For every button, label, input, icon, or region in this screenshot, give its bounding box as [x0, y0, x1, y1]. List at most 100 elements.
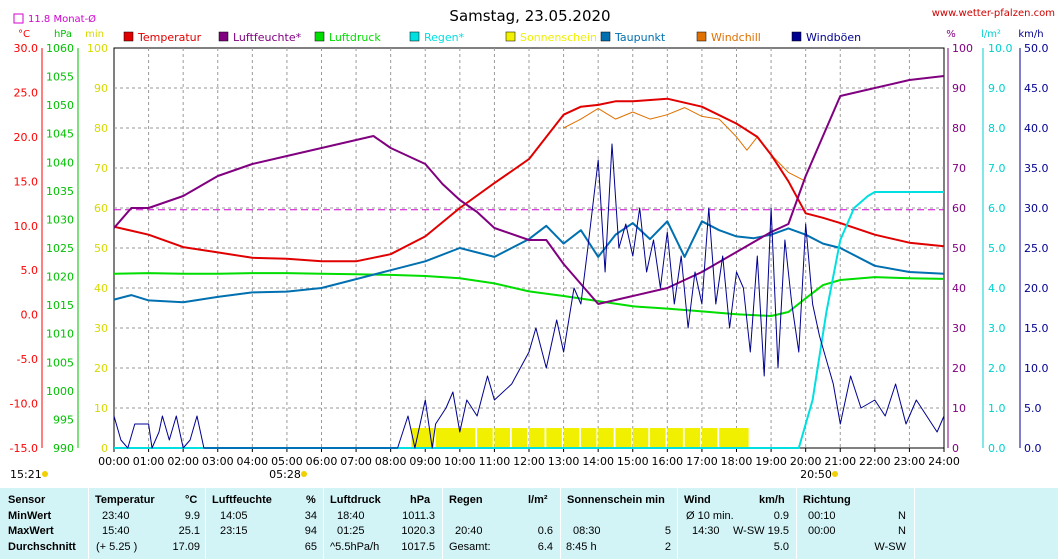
hdr-temp: Temperatur: [95, 494, 155, 506]
wind-axis-tick-label: 5.0: [1024, 402, 1042, 415]
pressure-axis-tick-label: 1005: [46, 356, 74, 369]
sunshine-bar: [477, 428, 493, 448]
row-max-hum-time: 23:15: [220, 525, 248, 537]
sunrise-label: 05:28: [269, 468, 301, 481]
row-min-dir: N: [898, 510, 906, 522]
row-max-label: MaxWert: [8, 525, 54, 537]
legend-swatch: [123, 31, 134, 42]
sunset-label: 20:50: [800, 468, 832, 481]
legend-label: Sonnenschein: [520, 31, 597, 44]
rain-axis-tick-label: 2.0: [988, 362, 1006, 375]
legend-label: Luftdruck: [329, 31, 381, 44]
row-max-temp: 25.1: [178, 525, 200, 537]
col-sep-1: [88, 486, 89, 559]
temp-axis-tick-label: -10.0: [10, 398, 38, 411]
minutes-axis-tick-label: 70: [94, 162, 108, 175]
row-min-dir-time: 00:10: [808, 510, 836, 522]
row-avg-press-trend: ^5.5hPa/h: [330, 541, 380, 553]
unit-hpa: hPa: [54, 29, 72, 40]
wind-axis-tick-label: 15.0: [1024, 322, 1049, 335]
series-luftfeuchte-line: [113, 75, 945, 305]
row-min-wind: 0.9: [773, 510, 789, 522]
temp-axis-tick-label: 25.0: [14, 86, 39, 99]
hdr-press: Luftdruck: [330, 494, 381, 506]
sunshine-bar: [719, 428, 735, 448]
row-max-press: 1020.3: [401, 525, 435, 537]
legend-label: Taupunkt: [614, 31, 666, 44]
rain-axis-tick-label: 0.0: [988, 442, 1006, 455]
hdr-sensor: Sensor: [8, 494, 46, 506]
pressure-axis-tick-label: 1010: [46, 328, 74, 341]
legend-label: Temperatur: [137, 31, 202, 44]
rain-axis-tick-label: 4.0: [988, 282, 1006, 295]
wind-axis-tick-label: 20.0: [1024, 282, 1049, 295]
legend-label: Windböen: [806, 31, 861, 44]
rain-axis-tick-label: 1.0: [988, 402, 1006, 415]
col-sep-3: [323, 486, 324, 559]
legend-swatch: [505, 31, 516, 42]
rain-axis-tick-label: 8.0: [988, 122, 1006, 135]
pressure-axis-tick-label: 1030: [46, 213, 74, 226]
humidity-axis-tick-label: 10: [952, 402, 966, 415]
row-avg-temp: 17.09: [172, 541, 200, 553]
sunshine-bar: [598, 428, 614, 448]
x-tick-label: 05:00: [271, 455, 303, 468]
temp-axis-tick-label: 0.0: [21, 309, 39, 322]
x-tick-label: 15:00: [617, 455, 649, 468]
x-tick-label: 24:00: [928, 455, 960, 468]
row-min-label: MinWert: [8, 510, 52, 522]
x-tick-label: 09:00: [409, 455, 441, 468]
row-avg-wind: 5.0: [773, 541, 789, 553]
series-taupunkt-line: [113, 220, 945, 304]
humidity-axis-tick-label: 60: [952, 202, 966, 215]
unit-min: min: [85, 29, 104, 40]
row-avg-sun: 2: [664, 541, 671, 553]
x-tick-label: 21:00: [824, 455, 856, 468]
pressure-axis-tick-label: 1015: [46, 299, 74, 312]
x-tick-label: 11:00: [479, 455, 511, 468]
x-tick-label: 17:00: [686, 455, 718, 468]
sunshine-bar: [459, 428, 476, 448]
hdr-rain: Regen: [449, 494, 483, 506]
humidity-axis-tick-label: 0: [952, 442, 959, 455]
x-tick-label: 07:00: [340, 455, 372, 468]
col-sep-4: [442, 486, 443, 559]
sunshine-bar: [684, 428, 701, 448]
unit-celsius: °C: [18, 29, 30, 40]
hdr-hum: Luftfeuchte: [212, 494, 272, 506]
row-max-temp-time: 15:40: [102, 525, 130, 537]
legend-swatch: [409, 31, 420, 42]
row-min-wind-time: Ø 10 min.: [686, 510, 734, 522]
x-tick-label: 00:00: [98, 455, 130, 468]
col-sep-5: [560, 486, 561, 559]
minutes-axis-tick-label: 40: [94, 282, 108, 295]
x-tick-label: 18:00: [721, 455, 753, 468]
wind-axis-tick-label: 40.0: [1024, 122, 1049, 135]
site-link[interactable]: www.wetter-pfalzen.com: [932, 8, 1055, 19]
sunshine-bar: [580, 428, 597, 448]
sunshine-bar: [446, 428, 462, 448]
sunset-marker: [832, 471, 838, 477]
row-max-press-time: 01:25: [337, 525, 365, 537]
unit-kmh: km/h: [1018, 29, 1043, 40]
humidity-axis-tick-label: 80: [952, 122, 966, 135]
temp-axis-tick-label: -15.0: [10, 442, 38, 455]
humidity-axis-tick-label: 90: [952, 82, 966, 95]
row-max-wind-time: 14:30: [692, 525, 720, 537]
pressure-axis-tick-label: 995: [53, 413, 74, 426]
sunrise-marker: [301, 471, 307, 477]
pressure-axis-tick-label: 1060: [46, 42, 74, 55]
row-max-sun: 5: [664, 525, 671, 537]
rain-axis-tick-label: 3.0: [988, 322, 1006, 335]
wind-axis-tick-label: 50.0: [1024, 42, 1049, 55]
sunshine-bar: [494, 428, 510, 448]
x-tick-label: 12:00: [513, 455, 545, 468]
x-tick-label: 04:00: [236, 455, 268, 468]
sunshine-bar: [563, 428, 580, 448]
sunshine-bar: [650, 428, 666, 448]
pressure-axis-tick-label: 1050: [46, 99, 74, 112]
weather-chart: 00:00 01:00 02:00 03:00 04:00 05:00 06:00 07:00…: [10, 7, 1055, 481]
axes: 00:00 01:00 02:00 03:00 04:00 05:00 06:00 07:00…: [10, 42, 1049, 468]
temp-axis-tick-label: 10.0: [14, 220, 39, 233]
wind-axis-tick-label: 45.0: [1024, 82, 1049, 95]
